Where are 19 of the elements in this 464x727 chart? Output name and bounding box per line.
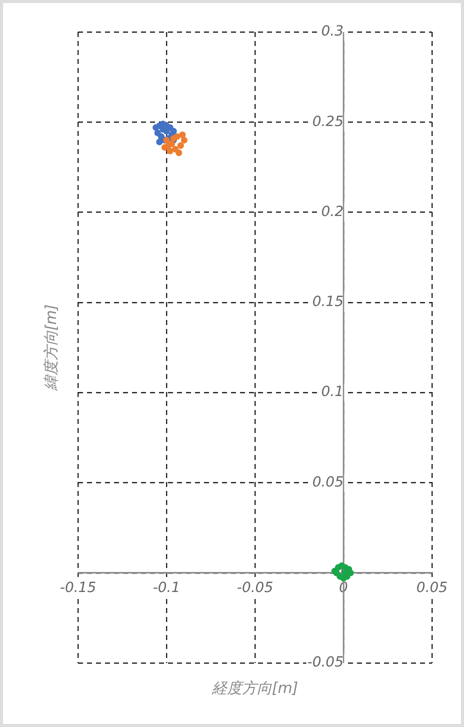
point (156, 138, 163, 146)
y-tick-label: 0.1 (321, 384, 344, 400)
y-tick-label: 0.3 (321, 24, 344, 40)
x-axis-title: 経度方向[m] (210, 679, 298, 697)
y-tick-label: 0.2 (321, 204, 344, 220)
x-tick-label: 0.05 (416, 580, 448, 596)
x-tick-label: -0.05 (236, 580, 274, 596)
y-tick-label: 0.15 (312, 294, 344, 310)
y-tick-label: 0.05 (312, 474, 344, 490)
x-tick-label: -0.1 (152, 580, 180, 596)
y-tick-label: -0.05 (307, 654, 344, 671)
point (180, 136, 188, 144)
point (164, 142, 172, 149)
point (177, 142, 184, 149)
y-tick-label: 0.25 (312, 114, 344, 130)
point (179, 131, 186, 138)
y-axis-title: 緯度方向[m] (42, 304, 60, 392)
point (176, 149, 182, 156)
x-tick-label: -0.15 (60, 580, 96, 596)
